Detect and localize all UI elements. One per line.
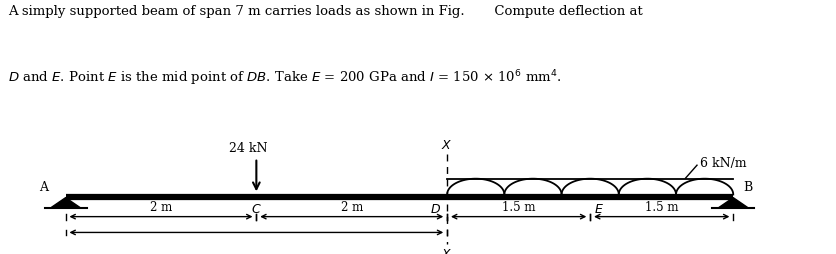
Text: 1.5 m: 1.5 m <box>502 200 535 213</box>
Text: 24 kN: 24 kN <box>229 142 268 155</box>
Text: $C$: $C$ <box>251 202 262 215</box>
Text: 1.5 m: 1.5 m <box>645 200 678 213</box>
Text: 6 kN/m: 6 kN/m <box>699 157 746 170</box>
Text: B: B <box>742 180 751 193</box>
Text: A: A <box>39 180 48 193</box>
Text: 2 m: 2 m <box>340 200 363 213</box>
Text: $D$ and $E$. Point $E$ is the mid point of $DB$. Take $E$ = 200 GPa and $I$ = 15: $D$ and $E$. Point $E$ is the mid point … <box>8 68 561 87</box>
Text: $D$: $D$ <box>430 202 441 215</box>
Text: $X$: $X$ <box>441 139 452 152</box>
Polygon shape <box>51 198 79 208</box>
Text: $X$: $X$ <box>441 247 452 254</box>
Text: $E$: $E$ <box>594 202 603 215</box>
Text: A simply supported beam of span 7 m carries loads as shown in Fig.       Compute: A simply supported beam of span 7 m carr… <box>8 5 642 18</box>
Polygon shape <box>718 198 747 208</box>
Text: 2 m: 2 m <box>150 200 172 213</box>
